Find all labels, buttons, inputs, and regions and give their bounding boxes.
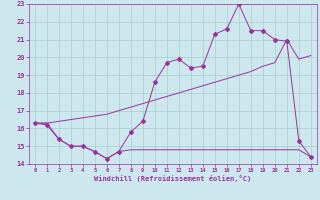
X-axis label: Windchill (Refroidissement éolien,°C): Windchill (Refroidissement éolien,°C) xyxy=(94,175,252,182)
